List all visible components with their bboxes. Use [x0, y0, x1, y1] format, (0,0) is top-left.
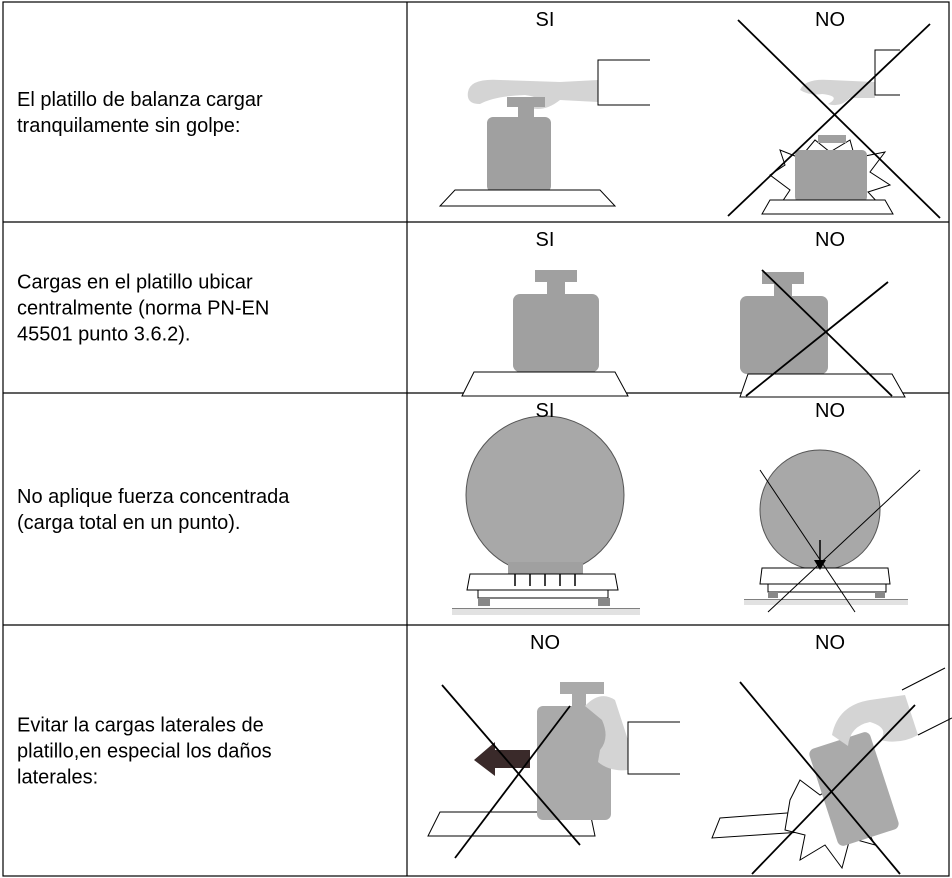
image-label: NO: [530, 632, 560, 654]
row-text: tranquilamente sin golpe:: [17, 115, 240, 137]
row-text: platillo,en especial los daños: [17, 741, 272, 763]
illustrations: [427, 19, 952, 875]
image-label: SI: [536, 229, 555, 251]
image-label: NO: [815, 229, 845, 251]
row-text: No aplique fuerza concentrada: [17, 486, 290, 508]
row-text: laterales:: [17, 767, 98, 789]
row-text: El platillo de balanza cargar: [17, 89, 263, 111]
row-text: Evitar la cargas laterales de: [17, 715, 264, 737]
image-label: NO: [815, 9, 845, 31]
row-text: 45501 punto 3.6.2).: [17, 324, 190, 346]
row-text: Cargas en el platillo ubicar: [17, 272, 253, 294]
texts: El platillo de balanza cargar tranquilame…: [17, 9, 845, 789]
row-text: centralmente (norma PN-EN: [17, 298, 269, 320]
image-label: SI: [536, 400, 555, 422]
row-text: (carga total en un punto).: [17, 512, 240, 534]
image-label: NO: [815, 632, 845, 654]
image-label: SI: [536, 9, 555, 31]
image-label: NO: [815, 400, 845, 422]
